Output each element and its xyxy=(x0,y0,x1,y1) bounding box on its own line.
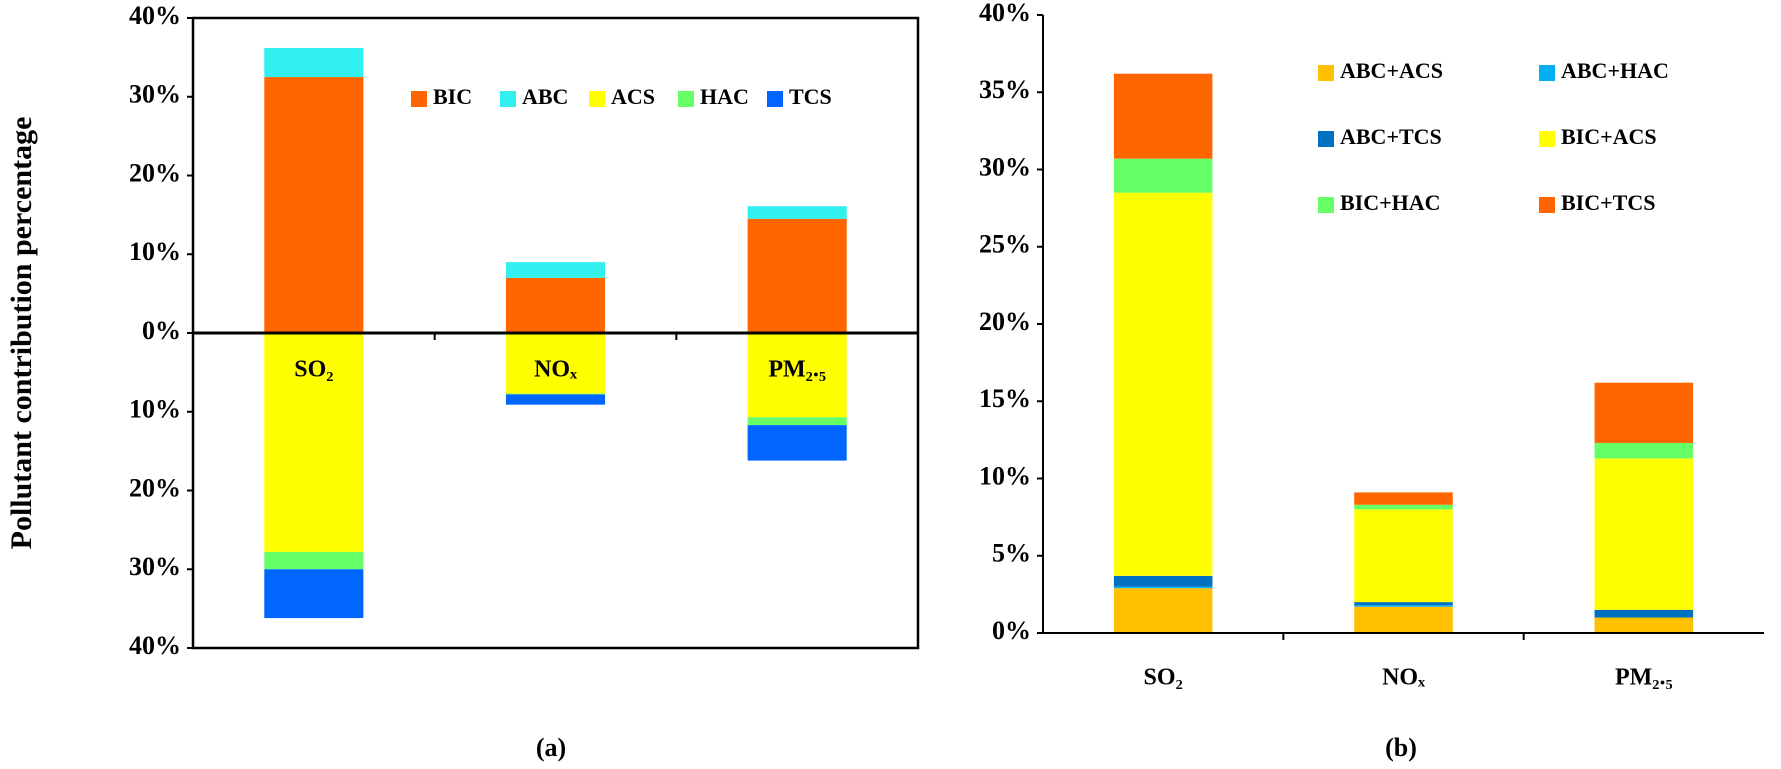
x-tick-label: NOₓ xyxy=(1382,665,1425,691)
y-tick-label: 40% xyxy=(129,631,181,660)
legend-swatch xyxy=(1539,197,1555,213)
legend-swatch xyxy=(1318,197,1334,213)
legend-swatch xyxy=(1539,65,1555,81)
x-tick-label: SO₂ xyxy=(1144,665,1183,691)
bar-segment xyxy=(747,425,847,461)
y-tick-label: 0% xyxy=(992,616,1031,645)
bar-segment xyxy=(264,569,364,619)
bar-segment xyxy=(505,394,606,405)
legend-label: ABC+TCS xyxy=(1340,124,1442,149)
y-tick-label: 40% xyxy=(129,1,181,30)
bar-segment xyxy=(505,393,606,395)
bar-segment xyxy=(1594,458,1694,610)
y-tick-label: 20% xyxy=(979,307,1031,336)
y-tick-label: 20% xyxy=(129,158,181,187)
bar-segment xyxy=(1354,504,1453,510)
legend-swatch xyxy=(1318,65,1334,81)
bar-segment xyxy=(1113,588,1213,633)
bar-segment xyxy=(1354,605,1453,607)
y-tick-label: 30% xyxy=(129,80,181,109)
legend-swatch xyxy=(1318,131,1334,147)
bar-segment xyxy=(1354,492,1453,505)
bar-segment xyxy=(747,206,847,219)
bar-segment xyxy=(264,77,364,333)
x-tick-label: NOₓ xyxy=(534,357,577,383)
y-tick-label: 10% xyxy=(129,237,181,266)
x-tick-label: PM₂.₅ xyxy=(768,357,826,383)
y-tick-label: 20% xyxy=(129,473,181,502)
y-tick-label: 5% xyxy=(992,539,1031,568)
bar-segment xyxy=(264,333,364,552)
x-tick-label: PM₂.₅ xyxy=(1615,665,1673,691)
bar-segment xyxy=(1113,586,1213,589)
bar-segment xyxy=(505,262,606,278)
caption: (a) xyxy=(536,733,566,762)
y-tick-label: 30% xyxy=(129,552,181,581)
bar-segment xyxy=(505,277,606,333)
legend-label: ABC xyxy=(522,84,568,109)
legend-label: BIC+ACS xyxy=(1561,124,1657,149)
y-tick-label: 25% xyxy=(979,230,1031,259)
y-tick-label: 10% xyxy=(979,461,1031,490)
legend-label: BIC+TCS xyxy=(1561,190,1655,215)
bar-segment xyxy=(1594,382,1694,443)
legend-swatch xyxy=(678,91,694,107)
bar-segment xyxy=(1113,158,1213,193)
bar-segment xyxy=(1354,602,1453,606)
legend-swatch xyxy=(589,91,605,107)
bar-segment xyxy=(1594,442,1694,459)
legend-label: BIC xyxy=(433,84,472,109)
bar-segment xyxy=(1113,192,1213,576)
y-tick-label: 40% xyxy=(979,0,1031,27)
legend-label: BIC+HAC xyxy=(1340,190,1441,215)
bar-segment xyxy=(1594,617,1694,633)
bar-segment xyxy=(1354,509,1453,603)
bar-segment xyxy=(747,218,847,333)
caption: (b) xyxy=(1385,733,1417,762)
x-tick-label: SO₂ xyxy=(294,357,333,383)
bar-segment xyxy=(1594,609,1694,618)
bar-segment xyxy=(1113,73,1213,159)
legend-label: ABC+HAC xyxy=(1561,58,1669,83)
bar-segment xyxy=(1354,606,1453,633)
y-axis-title: Pollutant contribution percentage xyxy=(5,117,38,550)
bar-segment xyxy=(264,551,364,570)
legend-swatch xyxy=(500,91,516,107)
y-tick-label: 10% xyxy=(129,395,181,424)
bar-segment xyxy=(505,333,606,394)
bar-segment xyxy=(264,47,364,78)
y-tick-label: 15% xyxy=(979,384,1031,413)
legend-label: TCS xyxy=(789,84,832,109)
bar-segment xyxy=(1113,575,1213,587)
bar-segment xyxy=(747,333,847,418)
legend-swatch xyxy=(411,91,427,107)
legend-swatch xyxy=(1539,131,1555,147)
y-tick-label: 0% xyxy=(142,316,181,345)
legend-swatch xyxy=(767,91,783,107)
legend-label: HAC xyxy=(700,84,749,109)
bar-segment xyxy=(747,417,847,426)
y-tick-label: 30% xyxy=(979,152,1031,181)
legend-label: ABC+ACS xyxy=(1340,58,1443,83)
y-tick-label: 35% xyxy=(979,75,1031,104)
legend-label: ACS xyxy=(611,84,655,109)
